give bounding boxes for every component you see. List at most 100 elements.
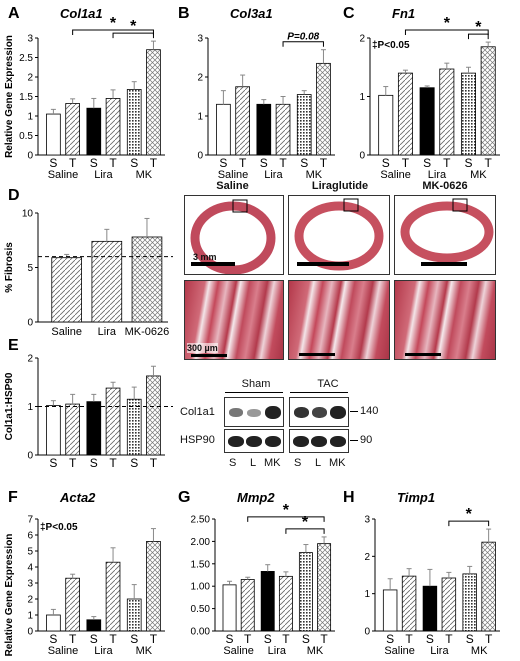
panel-title: Acta2 (59, 490, 96, 505)
group-label: Saline (380, 169, 411, 181)
x-tick-label: S (90, 632, 98, 646)
y-tick-label: 3 (27, 579, 33, 590)
x-tick-label: T (69, 632, 77, 646)
y-tick-label: 1.5 (19, 92, 33, 103)
x-tick-label: Lira (98, 326, 117, 338)
y-tick-label: 0.50 (191, 604, 211, 615)
lane-label-l: L (315, 457, 322, 469)
x-tick-label: T (402, 156, 410, 170)
y-tick-label: 6 (27, 531, 33, 542)
significance-bracket (282, 41, 324, 47)
group-label: MK (470, 169, 487, 181)
x-tick-label: T (244, 632, 252, 646)
scale-bar (191, 354, 227, 357)
significance-label: * (110, 15, 117, 32)
x-tick-label: T (239, 156, 247, 170)
y-axis-label: Relative Gene Expression (4, 35, 15, 158)
bar (397, 72, 413, 156)
y-tick-label: 1 (27, 611, 33, 622)
lane-label-s: S (294, 457, 302, 469)
group-label: Lira (428, 169, 447, 181)
micrograph-title-liraglutide: Liraglutide (311, 180, 369, 192)
lane-label-l: L (250, 457, 257, 469)
blot-group-line (225, 392, 283, 393)
significance-label: * (302, 514, 309, 531)
x-tick-label: MK-0626 (125, 326, 170, 338)
group-label: Saline (223, 645, 254, 657)
y-tick-label: 1 (27, 402, 33, 413)
x-tick-label: T (279, 156, 287, 170)
histology-mk0626 (394, 280, 496, 360)
significance-label: * (283, 502, 290, 519)
x-tick-label: T (69, 456, 77, 470)
heart-ring-icon (190, 199, 276, 274)
significance-note: ‡P<0.05 (40, 522, 78, 533)
scale-bar (299, 353, 335, 356)
x-tick-label: T (320, 632, 328, 646)
bar (278, 575, 293, 632)
group-label: Lira (264, 169, 283, 181)
bar (462, 573, 477, 632)
x-tick-label: T (485, 156, 493, 170)
bar (216, 103, 231, 156)
group-label: Saline (48, 645, 79, 657)
heart-ring-icon (294, 198, 384, 271)
bar (460, 72, 476, 156)
bar (298, 552, 313, 632)
bar (439, 68, 455, 156)
y-tick-label: 0 (364, 627, 370, 638)
bar (51, 257, 82, 323)
y-tick-label: 0.00 (191, 627, 211, 638)
panel-title: Col1a1 (60, 6, 103, 21)
x-tick-label: S (264, 632, 272, 646)
bar (65, 577, 80, 632)
bar (126, 89, 142, 156)
bar (131, 236, 163, 323)
x-tick-label: S (466, 632, 474, 646)
bar (317, 543, 332, 632)
x-tick-label: T (443, 156, 451, 170)
y-axis-label: Relative Gene Expression (4, 534, 15, 657)
bar (126, 398, 142, 456)
x-tick-label: T (150, 456, 158, 470)
panel-label: H (343, 489, 355, 506)
heart-section-liraglutide (288, 195, 390, 275)
y-tick-label: 1.00 (191, 582, 211, 593)
x-tick-label: S (423, 156, 431, 170)
panel-d: D 0 5 10 % Fibrosis Saline Lira MK-0626 (4, 187, 173, 338)
group-label: Lira (94, 645, 113, 657)
group-label: MK (307, 645, 324, 657)
bar (401, 575, 417, 632)
x-tick-label: T (320, 156, 328, 170)
scale-bar (405, 353, 441, 356)
panel-label: C (343, 5, 355, 22)
y-tick-label: 3 (364, 515, 370, 526)
y-tick-label: 2 (27, 354, 33, 365)
x-tick-label: T (109, 156, 117, 170)
blot-col1a1-sham (224, 397, 284, 427)
panel-label: F (8, 489, 18, 506)
x-tick-label: T (282, 632, 290, 646)
y-axis-label: Col1a1:HSP90 (4, 372, 15, 440)
significance-note: ‡P<0.05 (372, 40, 410, 51)
group-label: Lira (268, 645, 287, 657)
y-tick-label: 10 (22, 209, 34, 220)
bar (46, 614, 61, 632)
x-tick-label: S (49, 456, 57, 470)
panel-a: A 0 0.5 1 1.5 2 2.5 3 Col1a1 Relative Gene Expres… (4, 5, 165, 181)
x-tick-label: T (445, 632, 453, 646)
y-tick-label: 3 (197, 34, 203, 45)
heart-ring-icon (400, 198, 494, 266)
significance-label: P=0.08 (287, 32, 319, 43)
micrograph-title-mk0626: MK-0626 (422, 180, 468, 192)
x-tick-label: S (49, 156, 57, 170)
bar (441, 577, 457, 632)
histology-liraglutide (288, 280, 390, 360)
bar (65, 403, 80, 456)
